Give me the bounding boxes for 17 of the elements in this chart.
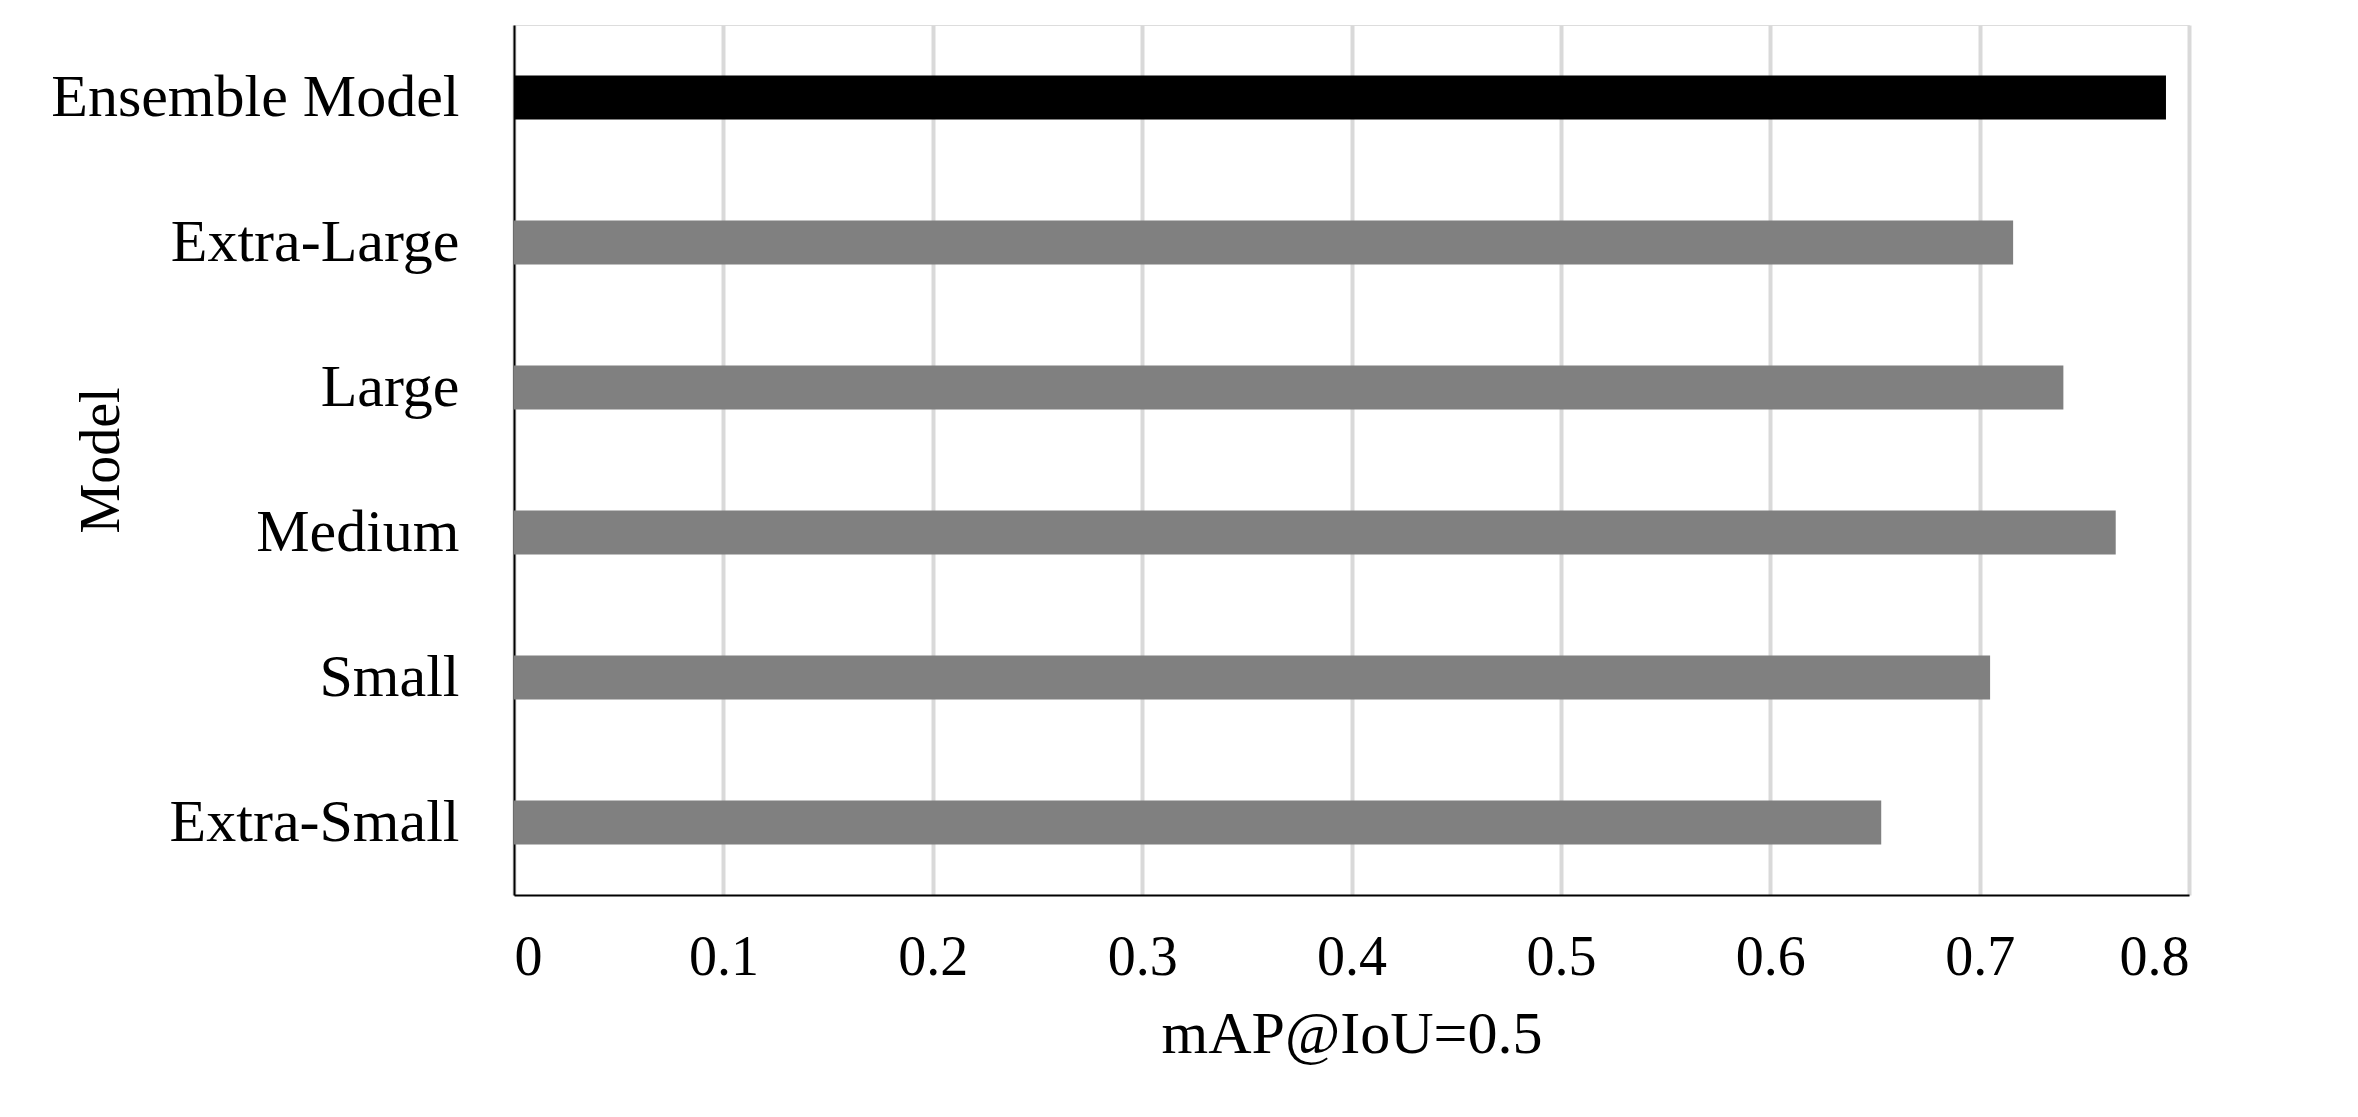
x-tick-label: 0.4 [1317,924,1387,987]
x-axis-title: mAP@IoU=0.5 [1161,999,1543,1066]
y-tick-label: Large [320,352,460,419]
y-tick-label: Extra-Small [169,787,460,854]
x-tick-label: 0.8 [2119,924,2190,987]
y-tick-label: Small [319,642,460,709]
x-tick-label: 0 [514,924,543,987]
y-axis-title: Model [68,387,131,534]
x-tick-label: 0.1 [688,924,759,987]
x-tick-label: 0.5 [1526,924,1597,987]
x-tick-label: 0.7 [1945,924,2016,987]
y-tick-label: Medium [256,497,460,564]
x-tick-label: 0.6 [1735,924,1806,987]
x-tick-label: 0.2 [898,924,969,987]
x-tick-label: 0.3 [1107,924,1178,987]
y-tick-label: Ensemble Model [51,62,460,129]
y-tick-label: Extra-Large [170,207,460,274]
